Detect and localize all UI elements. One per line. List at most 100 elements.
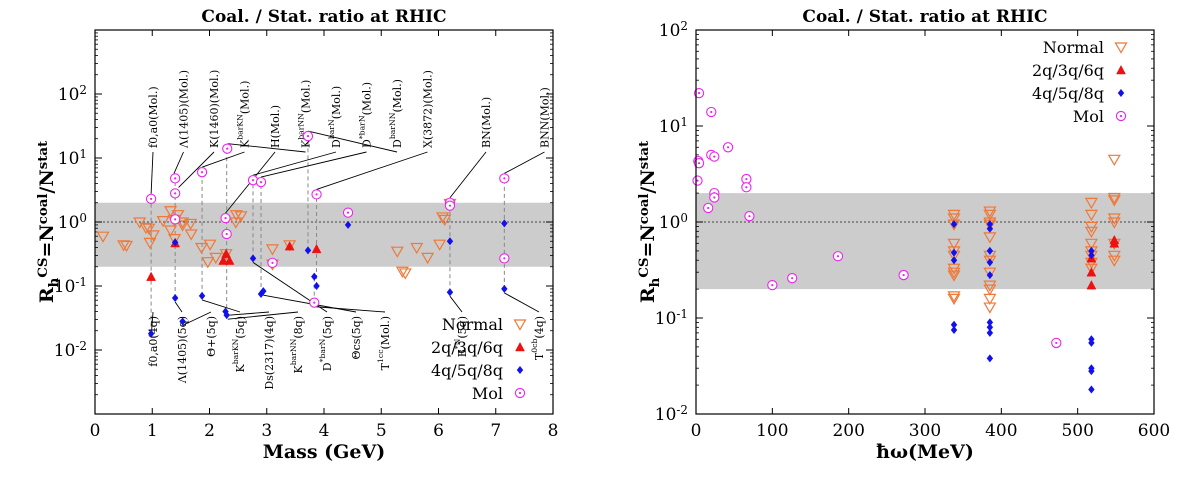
data-point	[947, 213, 961, 225]
data-point	[983, 217, 997, 229]
y-tick-label: 10-1	[655, 307, 688, 329]
data-point	[947, 238, 961, 250]
legend: Normal 2q/3q/6q 4q/5q/8q Mol	[1032, 38, 1128, 126]
data-point	[1084, 263, 1098, 275]
data-point	[410, 242, 424, 255]
label-leader	[201, 151, 245, 168]
label-leader	[314, 306, 386, 313]
state-label: T0cb(4q)	[530, 316, 546, 360]
state-label: T1cc(Mol.)	[376, 316, 392, 370]
state-label: f0,a0(4q)	[147, 316, 160, 367]
label-leader	[316, 151, 428, 190]
data-point	[229, 217, 243, 229]
data-point	[184, 218, 198, 231]
data-point	[501, 284, 508, 293]
y-tick-label: 10-2	[655, 403, 688, 425]
x-tick-label: 8	[548, 421, 559, 441]
data-point	[947, 291, 961, 303]
data-point	[117, 240, 131, 252]
data-point	[218, 255, 229, 265]
chart-title: Coal. / Stat. ratio at RHIC	[201, 7, 446, 27]
data-point	[693, 158, 705, 169]
data-point	[501, 219, 508, 228]
state-label: Λ(1405)(5q)	[176, 316, 189, 384]
data-point	[741, 182, 752, 193]
state-label: H(Mol.)	[269, 105, 282, 148]
state-label: KbarKN(5q)	[231, 316, 247, 373]
x-tick-label: 300	[909, 421, 941, 441]
data-point	[249, 254, 257, 263]
data-point	[169, 173, 181, 184]
data-point	[164, 225, 178, 237]
data-point	[222, 143, 233, 154]
plot-frame	[695, 29, 1155, 415]
y-tick-label: 101	[659, 115, 688, 137]
label-leader	[252, 151, 337, 176]
x-tick-label: 500	[1061, 421, 1093, 441]
data-point	[722, 142, 734, 153]
data-point	[767, 279, 778, 291]
data-point	[986, 246, 994, 255]
legend-marker	[1114, 42, 1128, 54]
x-tick-label: 3	[261, 421, 272, 441]
data-point	[133, 217, 147, 229]
data-point	[171, 238, 179, 247]
y-tick-label: 102	[659, 19, 688, 41]
label-leader	[173, 151, 184, 174]
x-tick-label: 6	[433, 421, 444, 441]
data-point	[201, 257, 215, 269]
label-leader	[449, 295, 463, 313]
data-point	[983, 232, 997, 244]
data-point	[176, 220, 190, 232]
x-tick-label: 5	[376, 421, 387, 441]
data-point	[145, 193, 157, 204]
data-point	[1084, 226, 1098, 239]
state-label: X(3872)(Mol.)	[422, 70, 435, 148]
legend-marker	[513, 319, 527, 331]
y-tick-label: 100	[659, 211, 688, 233]
data-point	[706, 106, 717, 118]
legend-marker	[515, 341, 525, 352]
data-point	[398, 268, 412, 280]
data-point	[1088, 251, 1095, 260]
data-point	[169, 214, 181, 225]
data-point	[390, 246, 404, 258]
data-point	[741, 173, 752, 185]
label-leader	[178, 151, 215, 188]
data-point	[198, 291, 206, 300]
x-tick-label: 400	[985, 421, 1017, 441]
label-leader	[504, 151, 545, 174]
data-point	[313, 282, 320, 290]
state-label: KbarNN(8q)	[289, 316, 305, 373]
data-point	[143, 237, 157, 250]
data-point	[1107, 255, 1121, 267]
data-point	[435, 212, 450, 224]
data-point	[1088, 367, 1095, 376]
state-label: KbarNN(Mol.)	[297, 80, 313, 148]
data-point	[444, 200, 456, 211]
legend-label: Normal	[1043, 38, 1104, 57]
data-point	[986, 318, 994, 327]
shaded-band	[696, 193, 1154, 290]
data-point	[311, 243, 322, 254]
legend-marker	[1115, 110, 1127, 122]
legend-marker	[1116, 64, 1126, 75]
data-point	[950, 220, 958, 229]
data-point	[1086, 267, 1097, 277]
y-tick-label: 10-1	[54, 275, 87, 297]
data-point	[119, 240, 134, 253]
legend-marker	[514, 387, 526, 399]
y-tick-label: 102	[58, 83, 87, 105]
data-point	[284, 241, 295, 251]
data-point	[344, 220, 352, 229]
data-point	[438, 214, 452, 227]
label-leader	[225, 311, 270, 316]
legend-label: 2q/3q/6q	[431, 338, 503, 357]
data-point	[1084, 197, 1098, 210]
data-point	[709, 192, 720, 203]
data-point	[983, 267, 997, 279]
y-axis-title: RhCS=Ncoal/Nstat	[637, 140, 663, 303]
x-tick-label: 4	[319, 421, 330, 441]
data-point	[693, 87, 705, 99]
state-label: D*barN(Mol.)	[358, 82, 374, 148]
